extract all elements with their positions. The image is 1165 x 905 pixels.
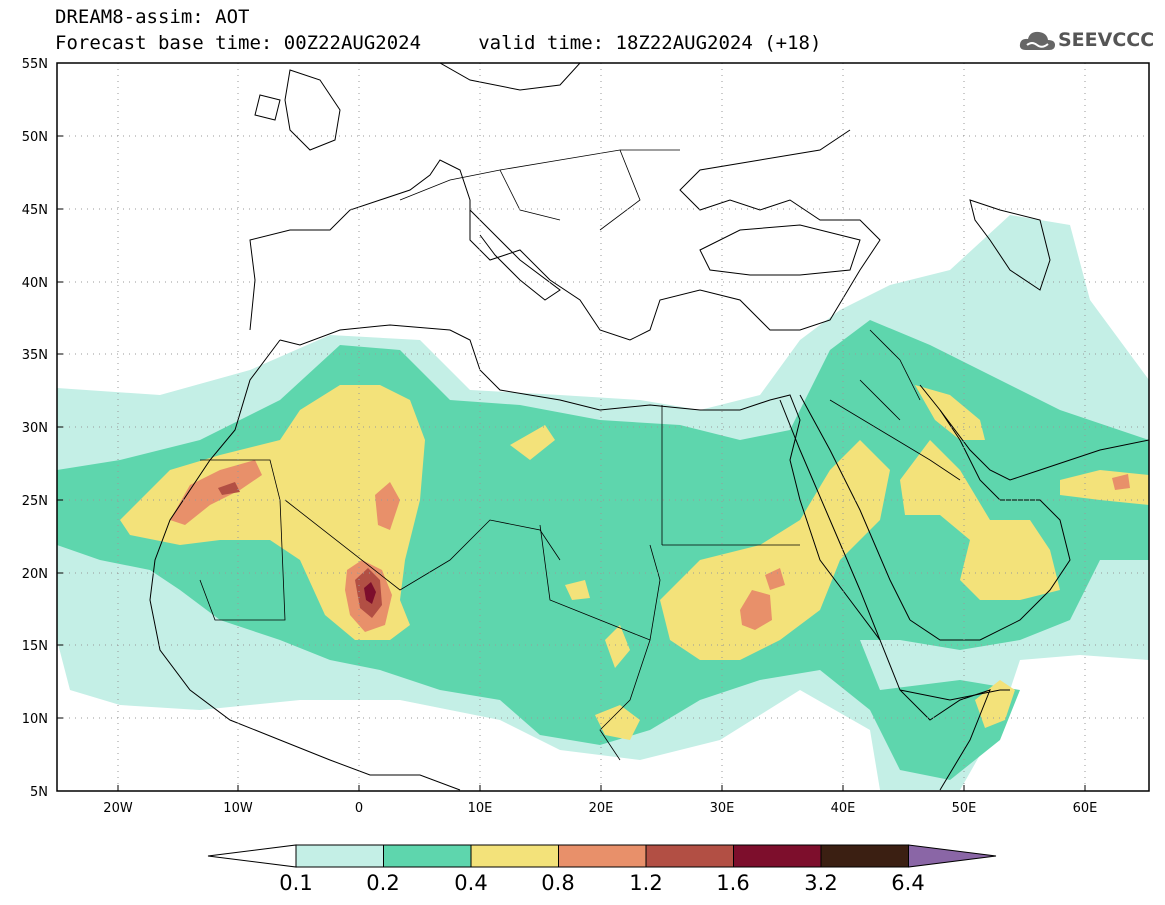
x-tick-label: 10W [223,801,253,816]
y-tick-label: 35N [22,348,48,363]
aot-band-1.6 [364,582,376,604]
aot-field [57,215,1149,790]
y-tick-label: 45N [22,203,48,218]
x-tick-label: 20E [589,801,614,816]
y-tick-label: 55N [22,57,48,72]
colorbar-segment [645,844,734,868]
x-tick-label: 10E [468,801,493,816]
y-tick-label: 30N [22,421,48,436]
x-tick-label: 50E [952,801,977,816]
colorbar-labels: 0.1 0.2 0.4 0.8 1.2 1.6 3.2 6.4 [279,871,924,895]
black-sea [699,224,861,276]
border-niger-chad [539,524,661,641]
borders [199,149,961,761]
y-tick-label: 40N [22,276,48,291]
y-tick-label: 50N [22,130,48,145]
aot-band-0.8d [740,590,772,630]
italy [469,209,561,301]
colorbar-label: 0.8 [541,871,574,895]
colorbar-segment [470,844,559,868]
border-iraq-iran [869,329,921,401]
aot-band-0.4j [565,580,590,600]
caspian [969,199,1051,291]
aot-band-0.4h [605,625,630,668]
x-tick-label: 30E [710,801,735,816]
x-tick-label: 20W [103,801,133,816]
british-isles [254,69,341,151]
x-axis-labels: 20W 10W 0 10E 20E 30E 40E 50E 60E [103,801,1097,816]
cloud-icon [1019,31,1055,50]
colorbar-segment [295,844,384,868]
y-tick-label: 10N [22,712,48,727]
colorbar-over-arrow [908,844,997,868]
y-tick-label: 15N [22,639,48,654]
colorbar [207,844,997,868]
border-saudi [829,379,961,481]
colorbar-label: 0.2 [366,871,399,895]
colorbar-label: 3.2 [804,871,837,895]
logo-text: SEEVCCC [1058,29,1155,51]
colorbar-label: 6.4 [891,871,924,895]
border-chad-sudan [599,639,651,761]
x-tick-label: 60E [1073,801,1098,816]
forecast-time-label: Forecast base time: 00Z22AUG2024 valid t… [55,32,822,54]
y-tick-label: 5N [30,785,48,800]
y-tick-label: 25N [22,494,48,509]
aot-band-0.8e [765,568,785,590]
horn-of-africa [899,689,1010,701]
colorbar-segment [820,844,909,868]
colorbar-label: 0.4 [454,871,487,895]
arabia [909,384,1071,641]
aot-band-0.4c [900,440,1060,600]
border-algeria-mali [284,499,561,591]
coastlines [149,63,1149,791]
red-sea [779,394,911,641]
colorbar-segment [558,844,647,868]
aot-band-0.8c [375,482,400,530]
tick-marks [57,135,1086,791]
border-europe-inner [399,149,680,231]
y-axis-labels: 55N 50N 45N 40N 35N 30N 25N 20N 15N 10N … [22,57,48,800]
colorbar-segment [733,844,822,868]
gulf [939,409,1149,481]
seevccc-logo: SEEVCCC [1018,26,1155,56]
aot-band-0.4g [595,705,640,740]
aot-band-0.4b [660,440,890,660]
border-mauritania [199,459,286,621]
colorbar-label: 1.2 [629,871,662,895]
west-africa-coast [149,339,461,791]
map-title: DREAM8-assim: AOT [55,6,250,28]
colorbar-label: 0.1 [279,871,312,895]
aot-band-0.4i [510,425,555,460]
aot-band-0.8f [1112,474,1130,490]
scandinavia [439,63,581,91]
colorbar-segment [383,844,472,868]
aot-band-1.2b [218,482,240,495]
europe-coast [249,129,881,341]
africa-coast [279,324,991,791]
colorbar-label: 1.6 [716,871,749,895]
graticule [57,63,1149,791]
colorbar-under-arrow [207,844,297,868]
y-tick-label: 20N [22,567,48,582]
aot-band-0.8 [170,460,262,525]
x-tick-label: 0 [355,801,363,816]
aot-band-0.4d [915,385,985,440]
x-tick-label: 40E [831,801,856,816]
